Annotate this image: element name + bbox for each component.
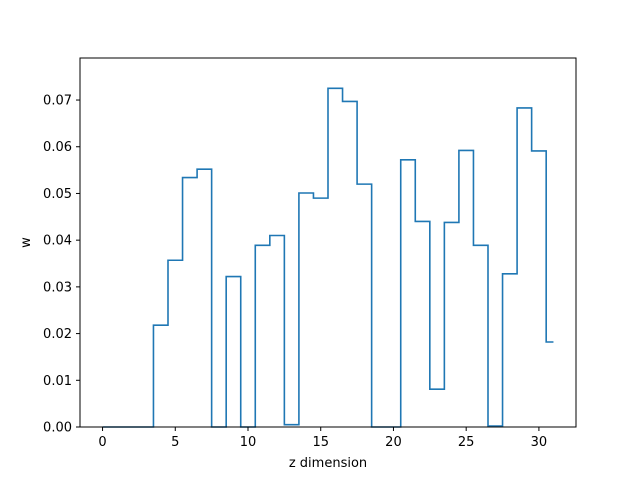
x-tick-label: 25: [458, 435, 475, 450]
y-tick-label: 0.02: [43, 327, 72, 342]
y-axis: 0.00 0.01 0.02 0.03 0.04 0.05 0.06 0.07: [43, 94, 80, 436]
y-tick-label: 0.03: [43, 280, 72, 295]
series-step-line: [102, 87, 554, 428]
x-tick-label: 10: [240, 435, 257, 450]
y-tick-label: 0.01: [43, 374, 72, 389]
x-axis-label: z dimension: [289, 456, 367, 471]
x-axis: 0 5 10 15 20 25 30: [98, 427, 547, 450]
y-tick-label: 0.05: [43, 187, 72, 202]
x-tick-label: 5: [171, 435, 179, 450]
x-tick-label: 30: [531, 435, 548, 450]
y-axis-label: w: [19, 237, 34, 248]
data-series-line: [102, 87, 554, 428]
y-tick-label: 0.00: [43, 421, 72, 436]
y-tick-label: 0.06: [43, 140, 72, 155]
y-tick-label: 0.04: [43, 234, 72, 249]
axes-frame: [79, 57, 577, 428]
x-tick-label: 15: [312, 435, 329, 450]
y-tick-label: 0.07: [43, 94, 72, 109]
x-tick-label: 20: [385, 435, 402, 450]
x-tick-label: 0: [98, 435, 106, 450]
